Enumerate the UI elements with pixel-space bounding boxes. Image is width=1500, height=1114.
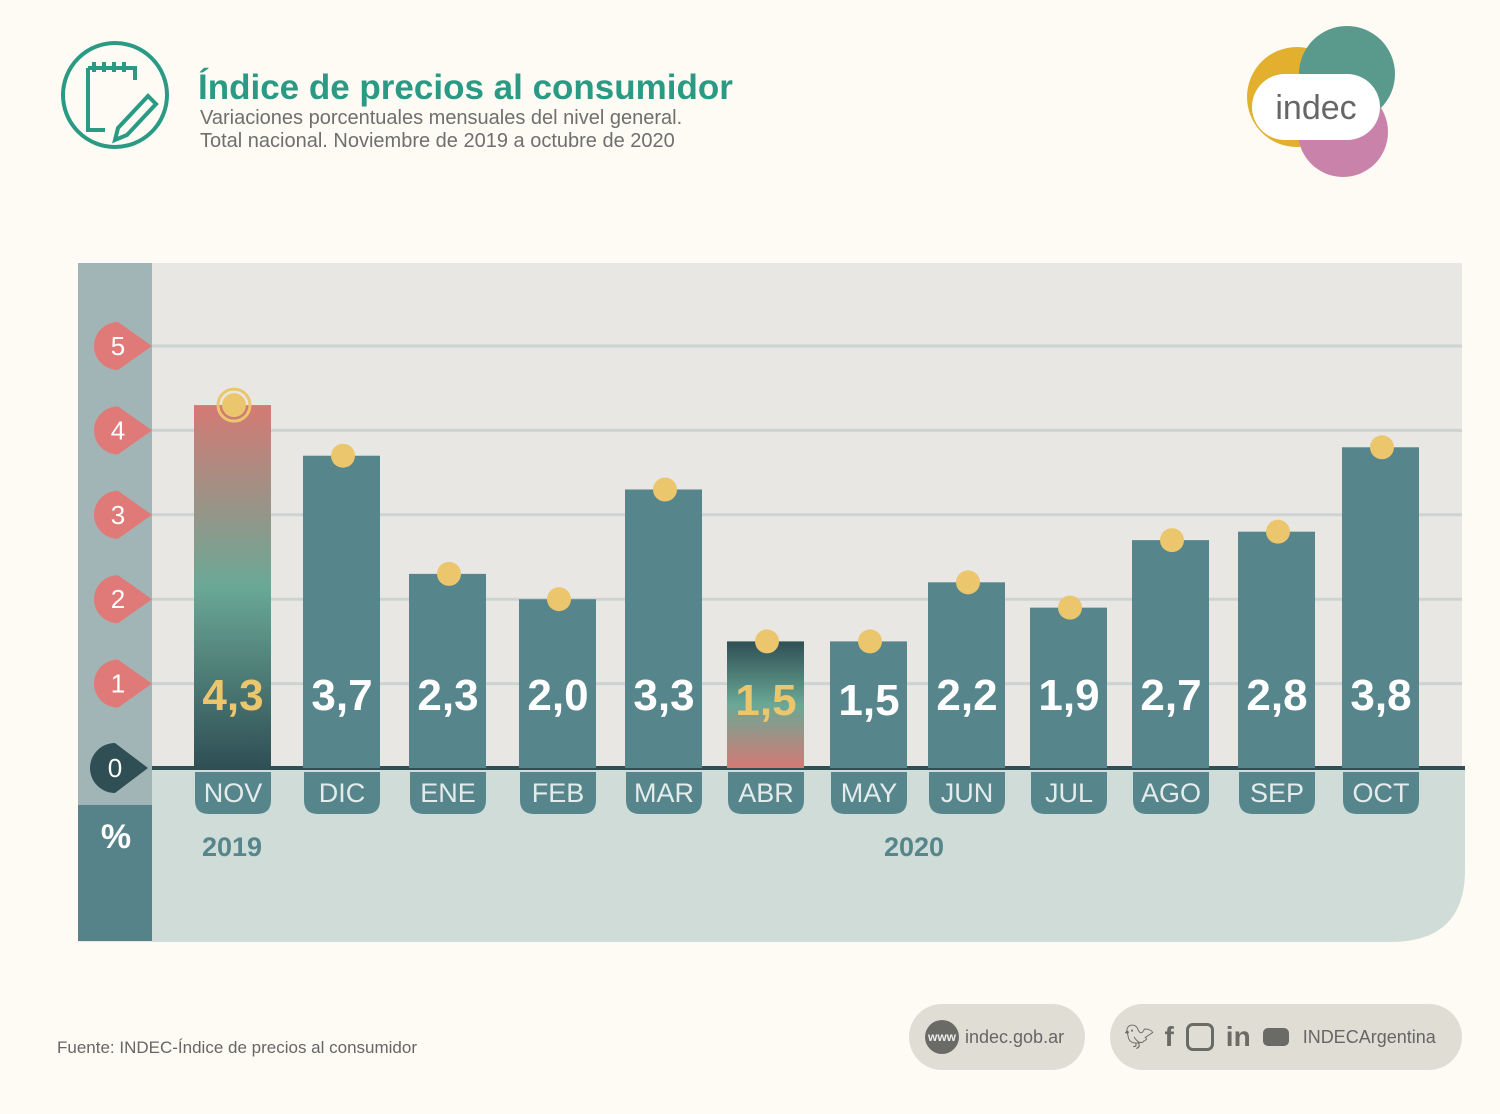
- month-tab: [1239, 772, 1315, 814]
- value-label: 3,3: [633, 671, 694, 720]
- x-tick-label: JUN: [941, 778, 994, 808]
- x-tick-label: DIC: [319, 778, 366, 808]
- website-link[interactable]: www indec.gob.ar: [909, 1004, 1085, 1070]
- data-point: [331, 443, 355, 468]
- axis-unit-strip: [78, 805, 152, 941]
- y-tick-marker: [90, 743, 148, 793]
- y-tick-label: 0: [108, 753, 122, 783]
- bar-may: [830, 641, 907, 768]
- data-point: [222, 393, 246, 418]
- x-tick-label: FEB: [532, 778, 585, 808]
- value-label: 3,7: [311, 671, 372, 720]
- notepad-pencil-icon: [61, 41, 169, 149]
- data-point: [956, 570, 980, 595]
- x-tick-label: MAR: [634, 778, 694, 808]
- bar-jul: [1030, 607, 1107, 768]
- value-label: 1,9: [1038, 671, 1099, 720]
- value-label: 1,5: [838, 676, 899, 725]
- bar-mar: [625, 489, 702, 768]
- month-tab: [304, 772, 380, 814]
- y-tick-label: 5: [111, 331, 125, 361]
- bar-ago: [1132, 540, 1209, 768]
- source-note: Fuente: INDEC-Índice de precios al consu…: [57, 1038, 417, 1057]
- data-point: [1266, 519, 1290, 544]
- bar-feb: [519, 599, 596, 768]
- data-point: [755, 629, 779, 654]
- year-label: 2019: [202, 832, 262, 862]
- bar-nov: [194, 405, 271, 768]
- y-tick-marker: [94, 406, 152, 455]
- dot-ring: [216, 387, 252, 423]
- social-links[interactable]: 🐦︎ f in INDECArgentina: [1110, 1004, 1462, 1070]
- website-text: indec.gob.ar: [965, 1026, 1065, 1047]
- bar-oct: [1342, 447, 1419, 768]
- value-label: 2,2: [936, 671, 997, 720]
- y-unit-label: %: [101, 818, 131, 856]
- chart-subtitle: Variaciones porcentuales mensuales del n…: [200, 107, 683, 129]
- x-tick-label: JUL: [1045, 778, 1093, 808]
- chart-subtitle-2: Total nacional. Noviembre de 2019 a octu…: [200, 130, 675, 152]
- instagram-icon[interactable]: [1185, 1023, 1214, 1051]
- bar-dic: [303, 455, 380, 768]
- facebook-icon[interactable]: f: [1164, 1021, 1174, 1052]
- bar-sep: [1238, 531, 1315, 768]
- data-point: [858, 629, 882, 654]
- value-label: 2,8: [1246, 671, 1307, 720]
- y-tick-marker: [94, 322, 152, 370]
- data-point: [1160, 528, 1184, 553]
- www-icon: www: [925, 1020, 959, 1054]
- y-tick-label: 3: [111, 500, 125, 530]
- bar-jun: [928, 582, 1005, 768]
- month-tab: [929, 772, 1005, 814]
- x-tick-label: SEP: [1250, 778, 1304, 808]
- data-point: [653, 477, 677, 502]
- month-tab: [410, 772, 486, 814]
- data-point: [547, 587, 571, 612]
- y-tick-label: 1: [111, 669, 125, 699]
- value-label: 4,3: [202, 671, 263, 720]
- y-tick-marker: [94, 575, 152, 624]
- x-tick-label: AGO: [1141, 778, 1201, 808]
- value-label: 2,3: [417, 671, 478, 720]
- x-tick-label: MAY: [841, 778, 898, 808]
- x-tick-label: ENE: [420, 778, 476, 808]
- bar-chart: 4,3 NOV 3,7 DIC 2,3 ENE 2,0 FEB 3,3 MAR 1,5 ABR 1,5 M…: [78, 263, 1465, 942]
- value-label: 2,7: [1140, 671, 1201, 720]
- value-label: 2,0: [527, 671, 588, 720]
- twitter-icon[interactable]: 🐦︎: [1124, 1023, 1155, 1051]
- chart-title: Índice de precios al consumidor: [198, 68, 733, 107]
- month-tab: [831, 772, 907, 814]
- value-label: 3,8: [1350, 671, 1411, 720]
- month-tab: [728, 772, 804, 814]
- bar-ene: [409, 573, 486, 768]
- month-tab: [626, 772, 702, 814]
- y-tick-label: 2: [111, 584, 125, 614]
- year-label: 2020: [884, 832, 944, 862]
- x-tick-label: ABR: [738, 778, 794, 808]
- y-tick-marker: [94, 659, 152, 708]
- x-tick-label: OCT: [1353, 778, 1410, 808]
- bar-abr: [727, 641, 804, 768]
- youtube-icon[interactable]: [1262, 1028, 1289, 1046]
- month-tab: [195, 772, 271, 814]
- data-point: [437, 561, 461, 586]
- data-point: [1370, 435, 1394, 460]
- month-tab: [1133, 772, 1209, 814]
- month-tab: [1343, 772, 1419, 814]
- y-tick-marker: [94, 490, 152, 539]
- month-tab: [520, 772, 596, 814]
- month-tab: [1031, 772, 1107, 814]
- linkedin-icon[interactable]: in: [1225, 1021, 1251, 1052]
- value-label: 1,5: [735, 676, 796, 725]
- x-tick-label: NOV: [204, 778, 263, 808]
- social-handle: INDECArgentina: [1302, 1026, 1436, 1047]
- svg-text:indec: indec: [1275, 89, 1356, 127]
- indec-logo: indec: [1247, 26, 1395, 177]
- y-tick-label: 4: [111, 415, 125, 445]
- data-point: [1058, 595, 1082, 620]
